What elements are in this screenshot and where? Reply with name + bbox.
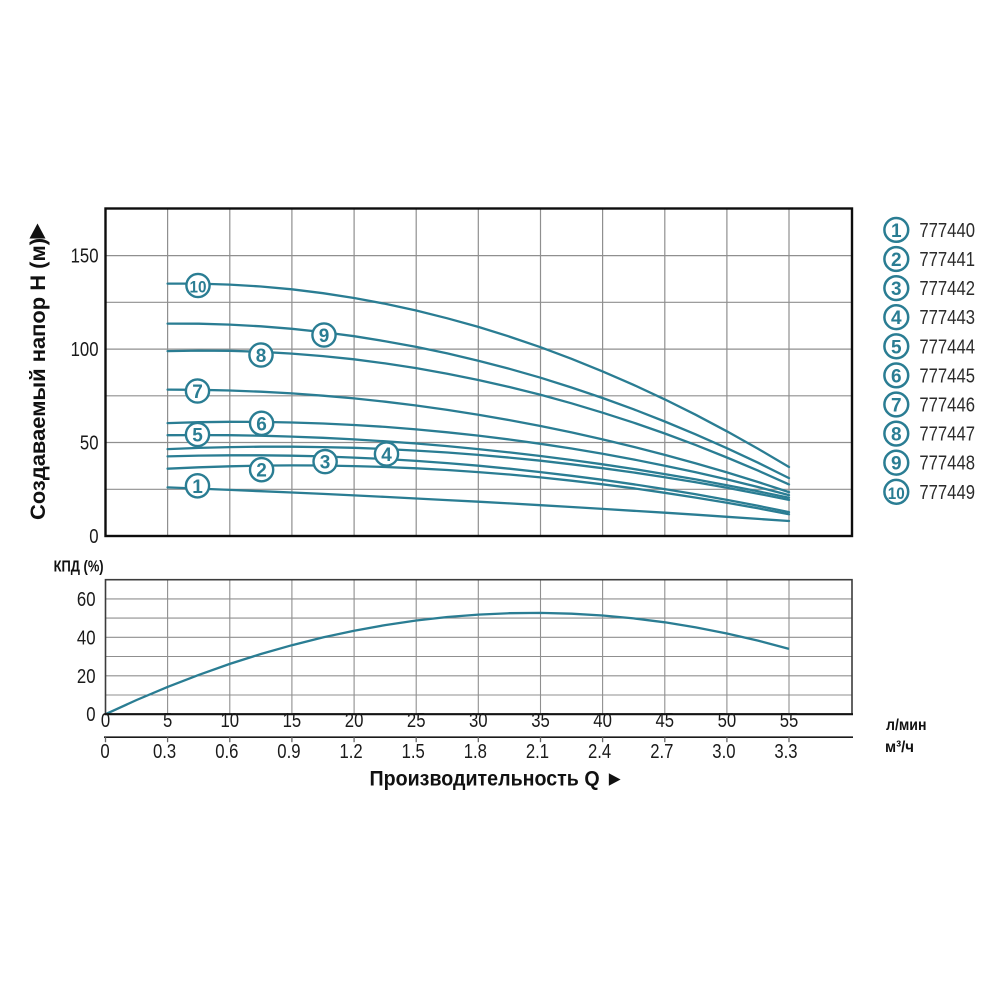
svg-text:6: 6 (256, 414, 267, 435)
svg-text:2.1: 2.1 (526, 741, 549, 763)
svg-text:150: 150 (71, 246, 99, 268)
svg-text:3: 3 (891, 279, 902, 300)
svg-text:3: 3 (320, 453, 331, 474)
svg-text:55: 55 (780, 710, 799, 732)
svg-text:0.9: 0.9 (277, 741, 300, 763)
svg-text:9: 9 (891, 454, 902, 475)
svg-text:777445: 777445 (919, 365, 975, 387)
svg-text:777441: 777441 (919, 249, 975, 271)
svg-text:50: 50 (718, 710, 737, 732)
svg-text:0.6: 0.6 (215, 741, 238, 763)
svg-text:3.3: 3.3 (774, 741, 797, 763)
svg-text:777444: 777444 (919, 336, 975, 358)
svg-text:10: 10 (888, 484, 905, 503)
svg-text:45: 45 (656, 710, 675, 732)
svg-text:35: 35 (531, 710, 550, 732)
svg-text:10: 10 (221, 710, 240, 732)
svg-text:60: 60 (77, 589, 96, 611)
svg-text:5: 5 (192, 426, 203, 447)
svg-text:25: 25 (407, 710, 426, 732)
svg-text:40: 40 (77, 627, 96, 649)
svg-text:50: 50 (80, 433, 99, 455)
svg-text:3.0: 3.0 (712, 741, 735, 763)
svg-text:20: 20 (77, 666, 96, 688)
svg-text:10: 10 (190, 278, 207, 297)
svg-text:1.8: 1.8 (464, 741, 487, 763)
svg-text:9: 9 (319, 326, 330, 347)
svg-text:7: 7 (192, 382, 203, 403)
svg-text:0: 0 (100, 741, 109, 763)
svg-text:0: 0 (86, 704, 95, 726)
svg-text:м³/ч: м³/ч (885, 739, 914, 756)
svg-text:100: 100 (71, 339, 99, 361)
svg-text:1.2: 1.2 (340, 741, 363, 763)
svg-text:777449: 777449 (919, 482, 975, 504)
svg-text:15: 15 (283, 710, 302, 732)
svg-text:777443: 777443 (919, 307, 975, 329)
svg-text:2: 2 (256, 461, 267, 482)
svg-text:40: 40 (593, 710, 612, 732)
svg-text:1.5: 1.5 (402, 741, 425, 763)
svg-text:л/мин: л/мин (886, 717, 927, 734)
svg-text:777448: 777448 (919, 453, 975, 475)
svg-text:Производительность Q ►: Производительность Q ► (370, 768, 625, 791)
svg-text:8: 8 (256, 346, 267, 367)
svg-text:1: 1 (891, 221, 902, 242)
svg-text:0: 0 (89, 526, 98, 548)
svg-text:777440: 777440 (919, 220, 975, 242)
svg-text:КПД (%): КПД (%) (54, 559, 104, 576)
svg-text:20: 20 (345, 710, 364, 732)
svg-text:5: 5 (163, 710, 172, 732)
svg-text:4: 4 (891, 308, 902, 329)
svg-text:0: 0 (101, 710, 110, 732)
svg-text:2.4: 2.4 (588, 741, 611, 763)
svg-text:Создаваемый напор Н (м): Создаваемый напор Н (м) (27, 238, 50, 520)
svg-text:2.7: 2.7 (650, 741, 673, 763)
svg-text:5: 5 (891, 337, 902, 358)
svg-text:777446: 777446 (919, 395, 975, 417)
svg-text:8: 8 (891, 425, 902, 446)
svg-text:2: 2 (891, 250, 902, 271)
svg-text:0.3: 0.3 (153, 741, 176, 763)
svg-text:7: 7 (891, 396, 902, 417)
svg-text:777447: 777447 (919, 424, 975, 446)
svg-text:1: 1 (192, 477, 203, 498)
svg-text:30: 30 (469, 710, 488, 732)
svg-text:777442: 777442 (919, 278, 975, 300)
svg-text:6: 6 (891, 366, 902, 387)
svg-text:4: 4 (381, 445, 392, 466)
